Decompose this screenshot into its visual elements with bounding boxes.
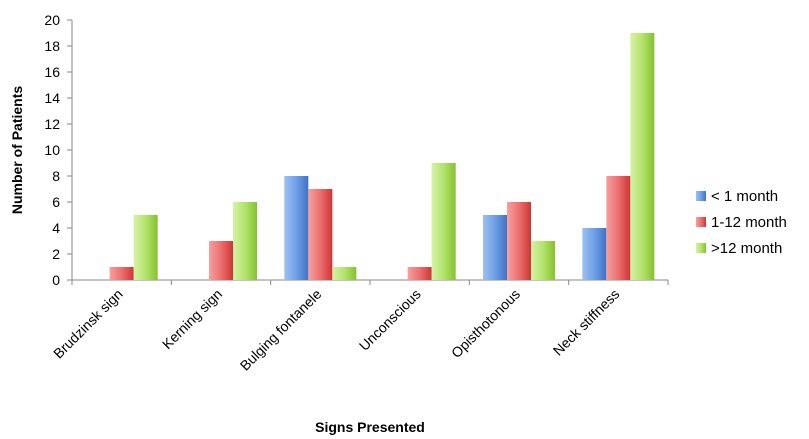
bar [308,189,333,280]
y-tick-label: 4 [52,220,60,236]
x-tick-label: Opisthotonous [448,286,523,361]
legend: < 1 month 1-12 month >12 month [696,188,787,257]
legend-swatch [696,243,706,253]
y-tick-label: 8 [52,168,60,184]
x-tick-label: Kerning sign [159,286,225,352]
bar [233,202,257,280]
bar [507,202,531,280]
plot-area [71,20,668,281]
bar [133,215,158,280]
y-tick-label: 18 [44,38,60,54]
bar [606,176,631,280]
bar [109,267,134,280]
y-tick-label: 12 [44,116,60,132]
bar [531,241,555,280]
x-axis-ticks: Brudzinsk sign Kerning sign Bulging fontan… [50,280,669,374]
x-tick-label: Neck stiffness [550,286,623,359]
bar [284,176,309,280]
legend-label: < 1 month [711,188,778,205]
y-axis-ticks: 0 2 4 6 8 10 12 14 16 18 20 [44,12,72,288]
legend-label: >12 month [711,240,782,257]
y-tick-label: 20 [44,12,60,28]
bar [332,267,357,280]
y-tick-label: 0 [52,272,60,288]
bar [630,33,655,280]
y-tick-label: 10 [44,142,60,158]
legend-label: 1-12 month [711,214,787,231]
bar [431,163,456,280]
legend-swatch [696,191,706,201]
x-tick-label: Unconscious [356,286,424,354]
y-tick-label: 14 [44,90,60,106]
bar [209,241,233,280]
y-tick-label: 2 [52,246,60,262]
y-axis-title: Number of Patients [9,86,25,215]
y-tick-label: 16 [44,64,60,80]
legend-swatch [696,217,706,227]
x-tick-label: Bulging fontanele [237,286,325,374]
x-tick-label: Brudzinsk sign [50,286,126,362]
x-axis-title: Signs Presented [315,419,425,435]
bar [582,228,607,280]
bar [407,267,432,280]
y-tick-label: 6 [52,194,60,210]
bar [483,215,507,280]
